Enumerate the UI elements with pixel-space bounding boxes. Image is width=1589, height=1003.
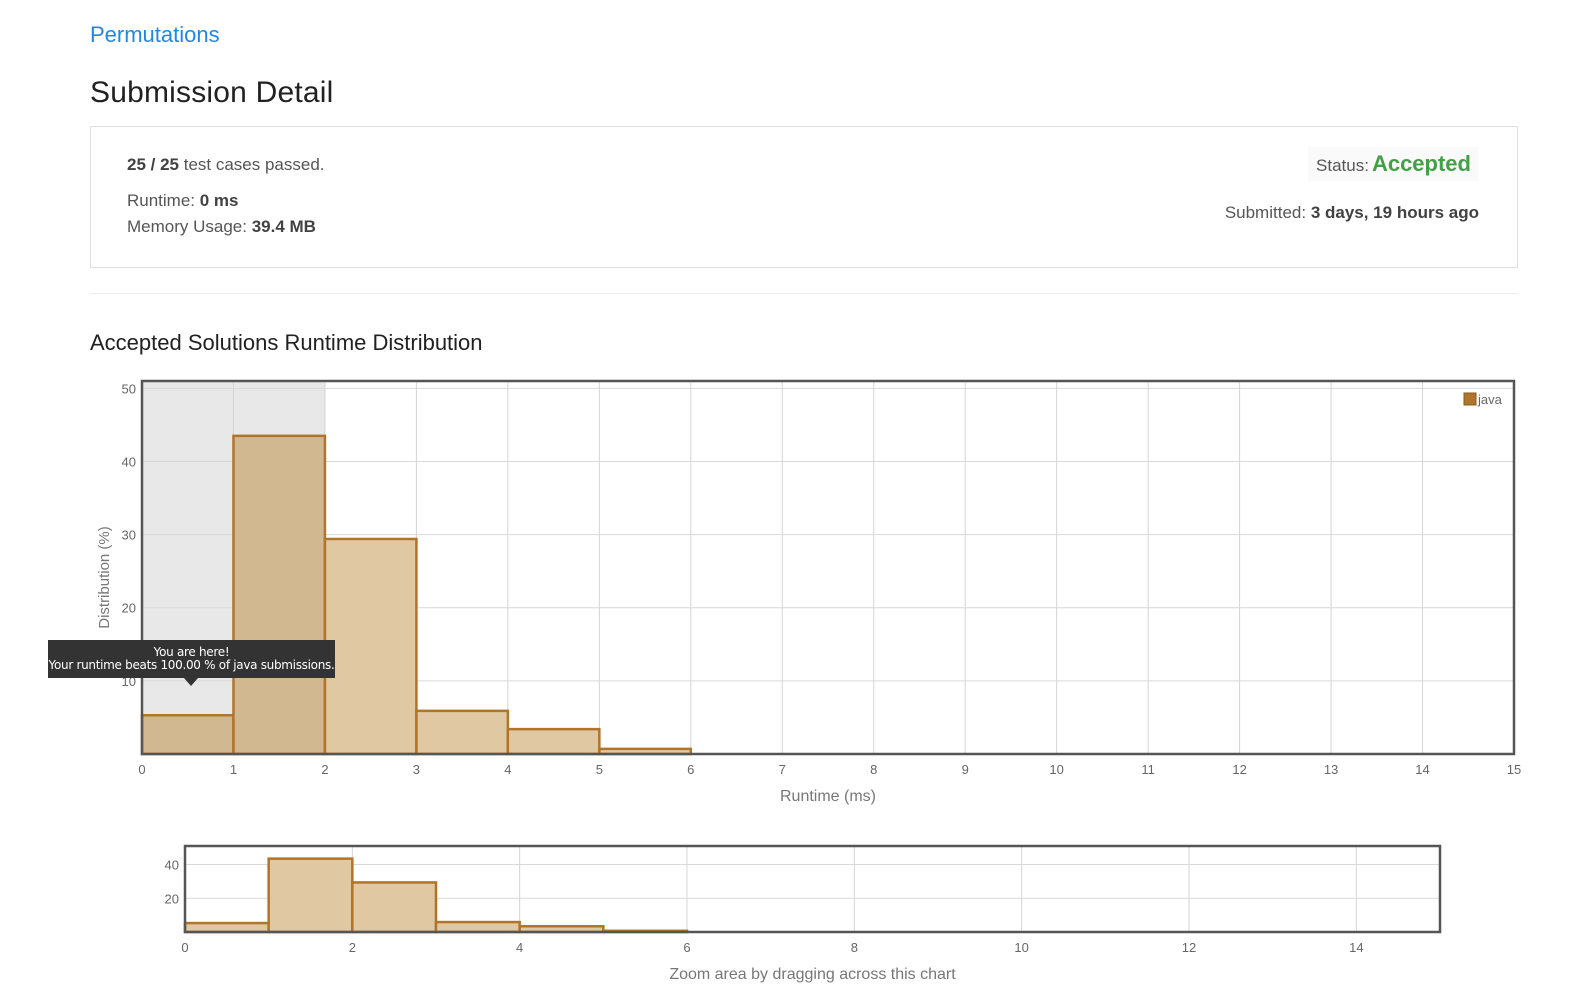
zoom-bar xyxy=(267,857,354,934)
status-label: Status: xyxy=(1316,156,1369,175)
runtime-distribution-title: Accepted Solutions Runtime Distribution xyxy=(90,330,483,355)
submission-detail-panel: 25 / 25 test cases passed. Runtime: 0 ms… xyxy=(90,126,1518,268)
main-x-tick-label: 12 xyxy=(1232,762,1246,777)
memory-label: Memory Usage: xyxy=(127,217,252,236)
main-x-tick-label: 2 xyxy=(321,762,328,777)
zoom-x-tick-label: 10 xyxy=(1014,940,1028,955)
main-bar xyxy=(506,727,601,756)
zoom-x-tick-label: 2 xyxy=(349,940,356,955)
status-value[interactable]: Accepted xyxy=(1371,151,1471,176)
main-bar xyxy=(415,709,510,756)
main-x-tick-label: 1 xyxy=(230,762,237,777)
zoom-bar xyxy=(351,881,438,934)
main-y-tick-label: 40 xyxy=(122,454,136,469)
runtime-tooltip: You are here! Your runtime beats 100.00 … xyxy=(48,640,335,678)
main-x-tick-label: 4 xyxy=(504,762,511,777)
main-x-tick-label: 8 xyxy=(870,762,877,777)
problem-title-link[interactable]: Permutations xyxy=(90,22,220,47)
zoom-x-tick-label: 14 xyxy=(1349,940,1363,955)
memory-value: 39.4 MB xyxy=(251,217,316,236)
section-divider xyxy=(90,293,1518,294)
main-x-tick-label: 9 xyxy=(962,762,969,777)
runtime-value: 0 ms xyxy=(199,191,239,210)
main-x-axis-label: Runtime (ms) xyxy=(780,788,876,805)
zoom-x-tick-label: 8 xyxy=(851,940,858,955)
zoom-bar xyxy=(183,921,270,934)
main-legend-label: java xyxy=(1477,392,1503,407)
zoom-y-tick-label: 20 xyxy=(165,891,179,906)
submitted-time: Submitted: 3 days, 19 hours ago xyxy=(1225,203,1479,223)
main-x-tick-label: 15 xyxy=(1507,762,1521,777)
main-x-tick-label: 14 xyxy=(1415,762,1429,777)
main-x-tick-label: 7 xyxy=(779,762,786,777)
main-x-tick-label: 13 xyxy=(1324,762,1338,777)
main-y-tick-label: 30 xyxy=(122,528,136,543)
main-x-tick-label: 5 xyxy=(596,762,603,777)
main-x-tick-label: 3 xyxy=(413,762,420,777)
runtime-label: Runtime: xyxy=(127,191,200,210)
main-y-tick-label: 50 xyxy=(122,381,136,396)
zoom-x-tick-label: 0 xyxy=(181,940,188,955)
runtime-summary: Runtime: 0 ms xyxy=(127,191,239,211)
zoom-x-tick-label: 4 xyxy=(516,940,523,955)
main-x-tick-label: 6 xyxy=(687,762,694,777)
zoom-plot-frame xyxy=(183,844,1442,934)
zoom-x-tick-label: 6 xyxy=(683,940,690,955)
main-plot-frame xyxy=(140,379,1516,756)
zoom-x-tick-label: 12 xyxy=(1182,940,1196,955)
submitted-label: Submitted: xyxy=(1224,203,1311,222)
zoom-bar xyxy=(434,920,521,934)
main-x-tick-label: 0 xyxy=(138,762,145,777)
tooltip-line-2: Your runtime beats 100.00 % of java subm… xyxy=(48,658,335,672)
main-x-tick-label: 10 xyxy=(1049,762,1063,777)
tooltip-arrow xyxy=(184,678,198,686)
page-title: Submission Detail xyxy=(90,76,334,109)
main-y-axis-label: Distribution (%) xyxy=(96,526,113,629)
main-legend-swatch xyxy=(1463,392,1477,406)
main-y-tick-label: 20 xyxy=(122,601,136,616)
zoom-y-tick-label: 40 xyxy=(165,858,179,873)
main-bar xyxy=(323,537,418,756)
test-cases-summary: 25 / 25 test cases passed. xyxy=(127,155,325,175)
tests-passed-suffix: test cases passed. xyxy=(179,155,325,174)
memory-summary: Memory Usage: 39.4 MB xyxy=(127,217,316,237)
main-bar xyxy=(232,434,327,756)
main-bar xyxy=(140,713,235,756)
tooltip-line-1: You are here! xyxy=(153,645,230,659)
submitted-value: 3 days, 19 hours ago xyxy=(1310,203,1479,222)
tests-passed-count: 25 / 25 xyxy=(127,155,179,174)
zoom-x-axis-label: Zoom area by dragging across this chart xyxy=(669,966,956,983)
main-x-tick-label: 11 xyxy=(1141,762,1155,777)
status-block: Status: Accepted xyxy=(1308,147,1479,181)
